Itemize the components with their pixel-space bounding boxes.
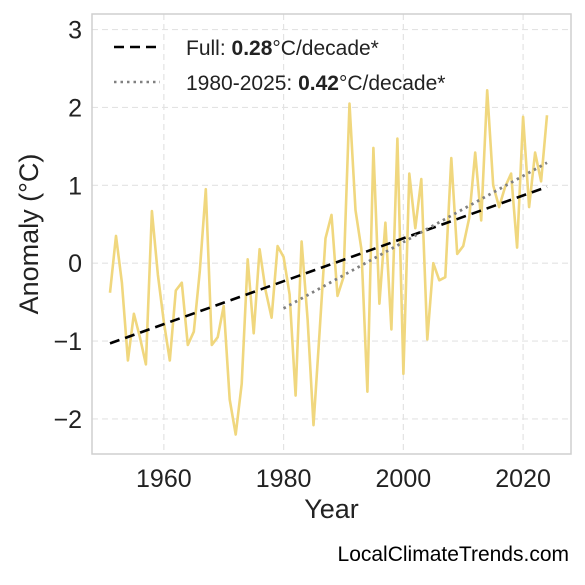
series-layer [108, 89, 549, 436]
y-tick-label: 2 [68, 94, 82, 122]
full-trend-line [109, 185, 548, 345]
y-tick-label: 0 [68, 250, 82, 278]
legend-recent-rate: 0.42 [298, 72, 339, 95]
legend-full-suffix: °C/decade* [272, 37, 378, 60]
x-tick-label: 1980 [256, 465, 312, 493]
y-tick-label: −2 [53, 406, 82, 434]
x-tick-label: 2020 [495, 465, 551, 493]
legend-full-text: Full: 0.28°C/decade* [186, 37, 379, 60]
anomaly-series-line [108, 89, 549, 436]
x-axis-label: Year [304, 494, 359, 524]
plot-frame [91, 13, 572, 455]
y-tick-label: 3 [68, 17, 82, 45]
recent-trend-line [282, 161, 548, 310]
y-tick-label: −1 [53, 328, 82, 356]
legend-recent-prefix: 1980-2025: [186, 72, 298, 95]
tick-layer: 1960 1980 2000 2020 3 2 1 0 −1 −2 [53, 17, 550, 493]
legend-recent-text: 1980-2025: 0.42°C/decade* [186, 72, 445, 95]
y-tick-label: 1 [68, 172, 82, 200]
y-axis-label: Anomaly (°C) [14, 154, 44, 315]
legend-full-rate: 0.28 [232, 37, 273, 60]
legend-full-prefix: Full: [186, 37, 232, 60]
grid-layer [92, 14, 571, 454]
x-tick-label: 1960 [136, 465, 192, 493]
legend-recent-suffix: °C/decade* [339, 72, 445, 95]
legend: Full: 0.28°C/decade* 1980-2025: 0.42°C/d… [114, 37, 445, 95]
x-tick-label: 2000 [376, 465, 432, 493]
credit-text: LocalClimateTrends.com [338, 543, 569, 566]
